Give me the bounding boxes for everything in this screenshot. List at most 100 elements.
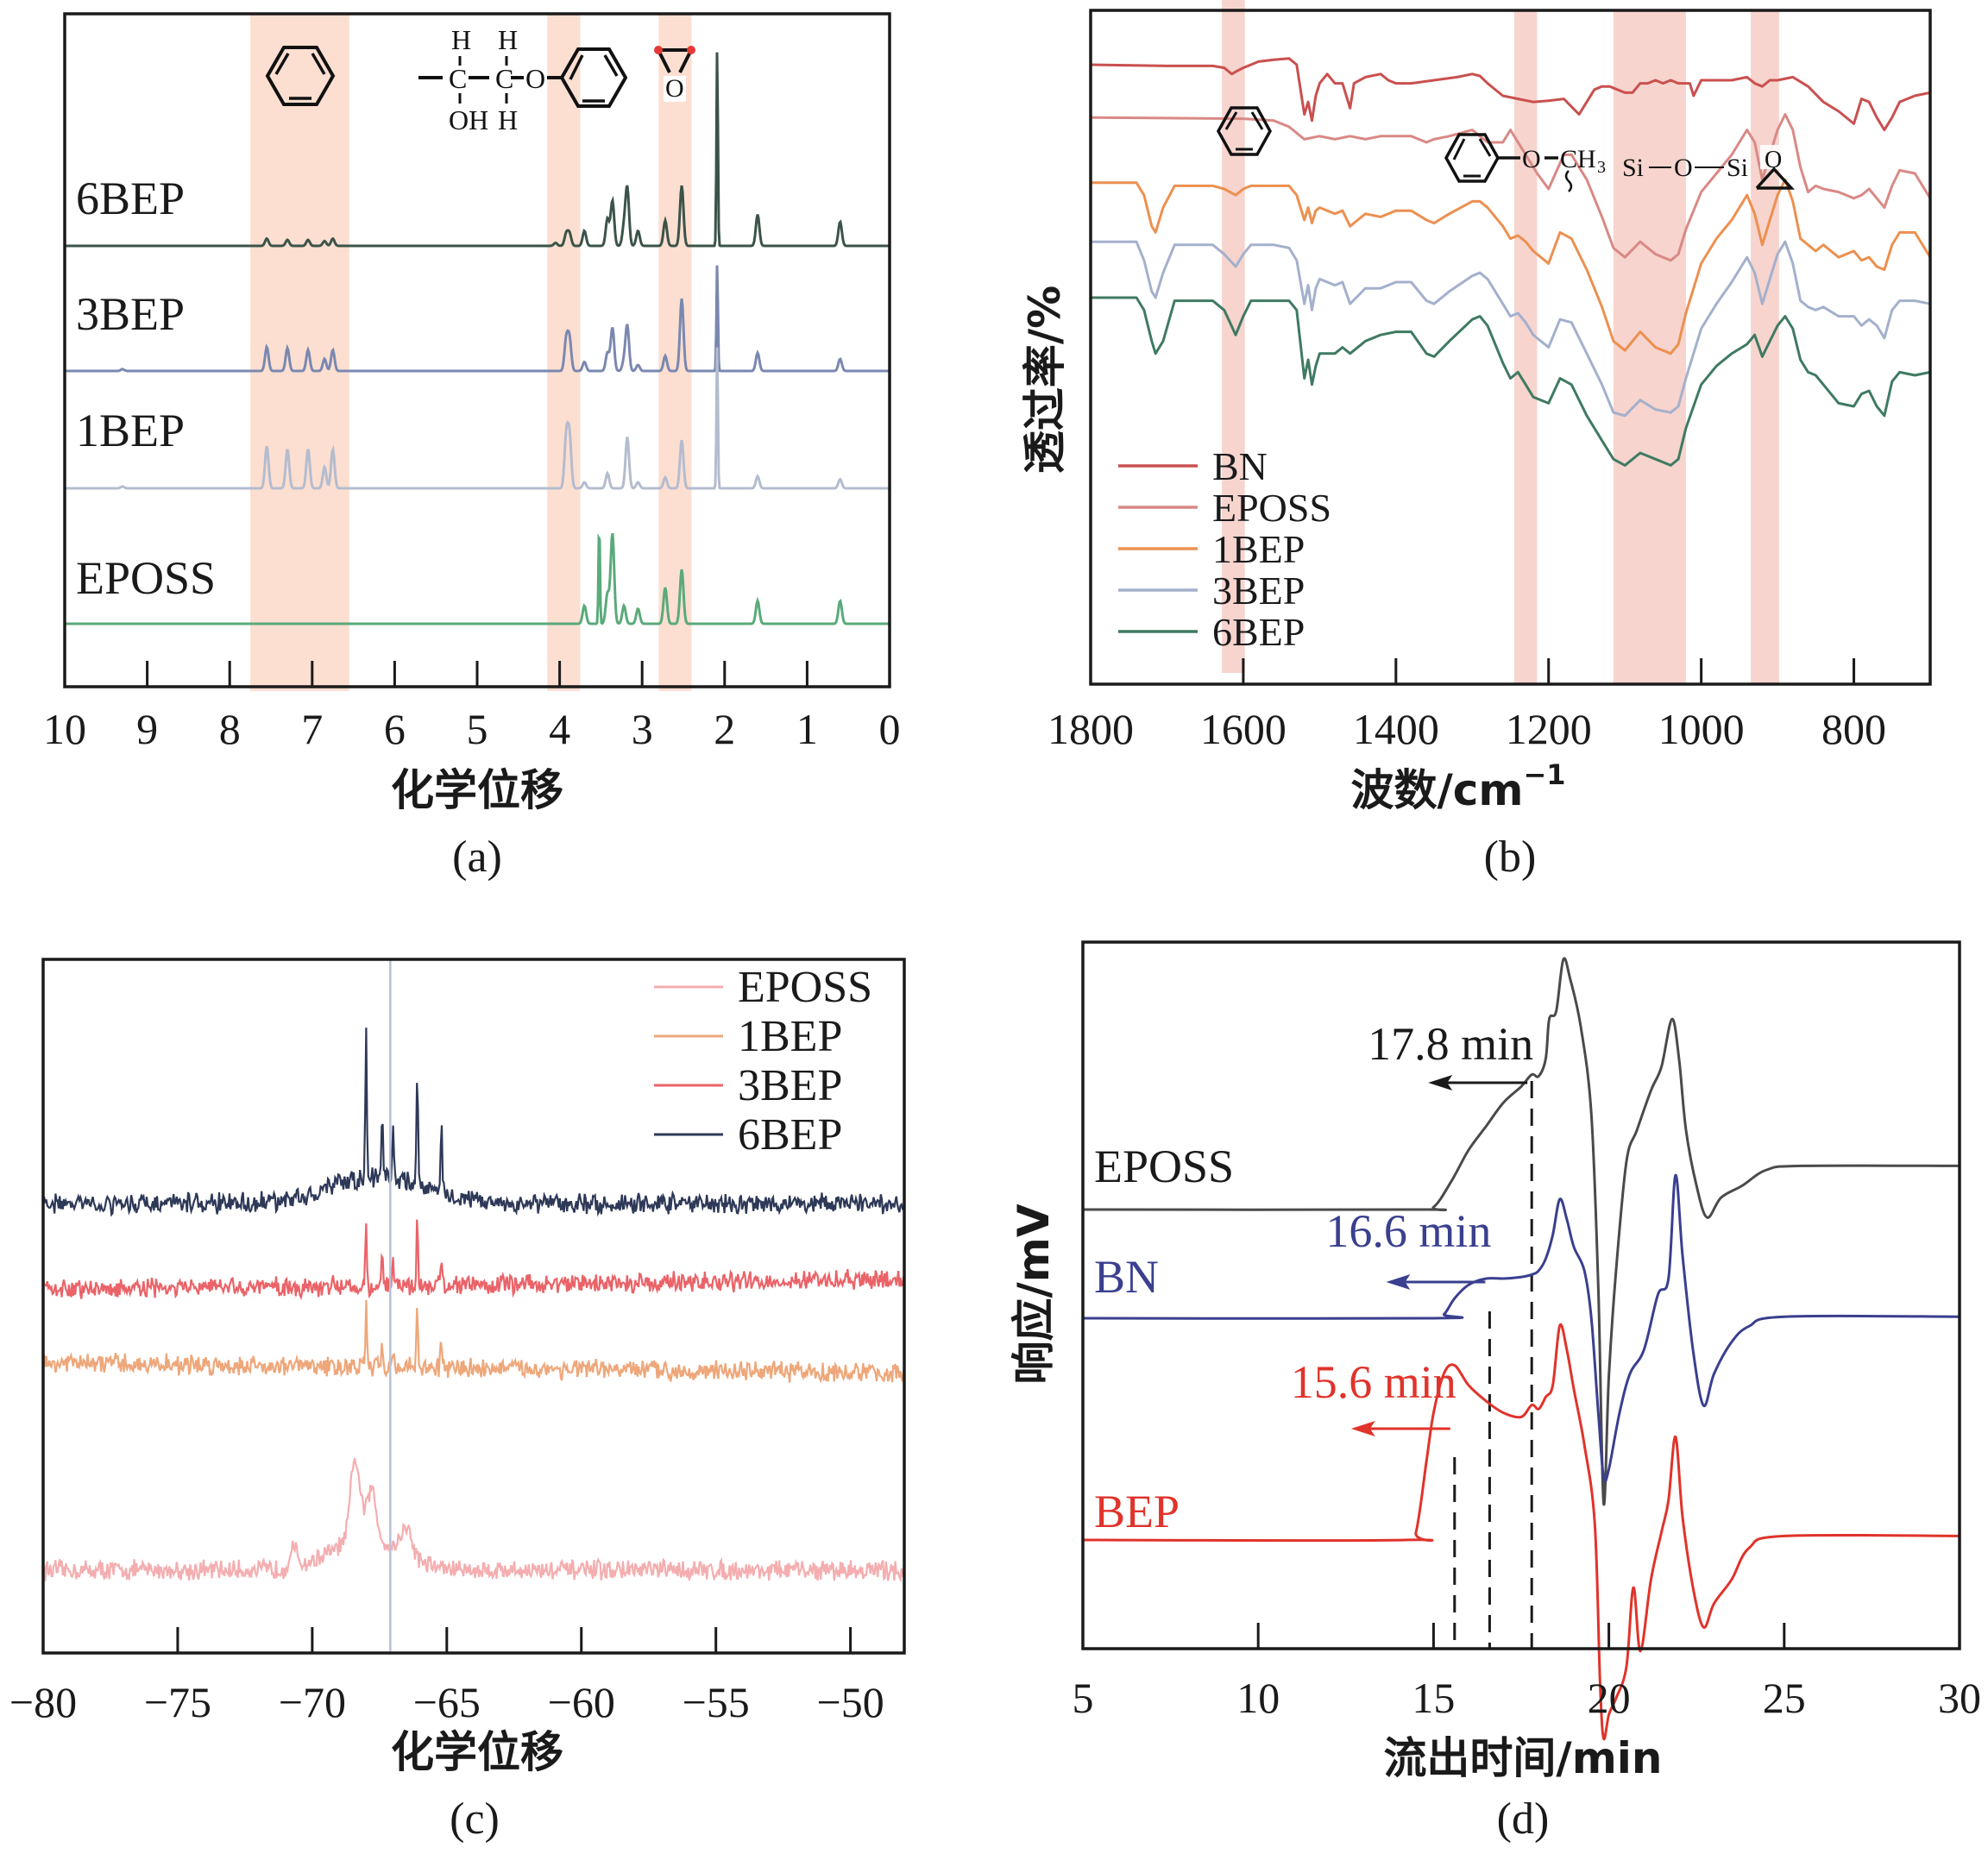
phenyl-ring-icon: [1444, 133, 1500, 183]
epoxide-structure-icon: O: [1755, 145, 1795, 190]
legend-label: 1BEP: [1212, 527, 1305, 571]
plot-frame: [1089, 9, 1932, 686]
series-line-3BEP: [41, 1219, 905, 1300]
x-tick-label: 1600: [1200, 705, 1287, 753]
series-label: EPOSS: [1094, 1141, 1234, 1192]
x-axis-title: 波数/cm−1: [1350, 758, 1565, 815]
series-line-1BEP: [1091, 178, 1932, 355]
x-tick-label: 25: [1763, 1674, 1806, 1722]
si-atom-2: Si: [1727, 154, 1748, 182]
x-axis: −80 −75 −70 −65 −60 −55 −50: [9, 1627, 884, 1726]
x-tick-label: −65: [413, 1678, 481, 1726]
x-tick-label: 8: [219, 705, 241, 753]
panel-a-nmr-h1: H H C C O OH H: [43, 12, 901, 882]
x-tick-label: 30: [1938, 1674, 1981, 1722]
series-line-6BEP: [41, 1028, 905, 1217]
series-label: BEP: [1094, 1486, 1180, 1537]
x-tick-label: 20: [1588, 1674, 1631, 1722]
glycol-ether-structure: H H C C O OH H: [418, 24, 628, 135]
annotation-label: 16.6 min: [1325, 1205, 1491, 1257]
x-tick-label: −55: [683, 1678, 750, 1726]
x-axis-title-superscript: −1: [1523, 758, 1565, 791]
o-atom: O: [525, 63, 545, 94]
x-tick-label: 1400: [1353, 705, 1439, 753]
x-tick-label: 10: [43, 705, 86, 753]
o-atom-2: O: [1674, 154, 1693, 182]
benzene-structure-icon: [265, 46, 336, 106]
panel-label: (d): [1497, 1794, 1550, 1844]
o-atom: O: [1522, 145, 1541, 173]
x-tick-label: 4: [549, 705, 570, 753]
h-atom-1: H: [451, 24, 471, 55]
x-tick-label: 3: [632, 705, 653, 753]
series-line-3BEP: [65, 265, 890, 373]
x-tick-label: −50: [817, 1678, 884, 1726]
series-line-EPOSS: [41, 1458, 905, 1583]
x-tick-label: 1800: [1047, 705, 1134, 753]
series-line-3BEP: [1091, 240, 1931, 418]
arrow-left-icon: [1386, 1274, 1411, 1290]
x-tick-label: 5: [467, 705, 488, 753]
annotation-label: 17.8 min: [1368, 1018, 1533, 1070]
series-line-6BEP: [65, 52, 890, 248]
series-line-1BEP: [41, 1299, 905, 1384]
series-label: 3BEP: [76, 288, 185, 340]
x-tick-label: 7: [301, 705, 323, 753]
h-atom-3: H: [498, 104, 518, 135]
legend-label: 1BEP: [738, 1012, 842, 1061]
arrow-left-icon: [1350, 1421, 1375, 1436]
series-label: 1BEP: [76, 405, 185, 456]
annotations: 17.8 min 16.6 min 15.6 min: [1291, 1018, 1533, 1436]
series-label: EPOSS: [76, 552, 216, 604]
x-tick-label: 1200: [1506, 705, 1592, 753]
x-axis-title-text: 波数/cm: [1350, 765, 1523, 815]
panel-label: (b): [1484, 833, 1537, 882]
highlight-band: [1751, 10, 1779, 684]
panel-d-gpc: EPOSS BN BEP 17.8 min 16.6 min 15.6 min 5 10 1…: [1009, 940, 1981, 1844]
series-group: [41, 1028, 905, 1583]
x-tick-label: 5: [1073, 1674, 1094, 1722]
x-tick-label: −70: [279, 1678, 346, 1726]
x-axis-title: 化学位移: [391, 765, 563, 815]
series-line-BN: [1082, 1173, 1960, 1483]
x-tick-label: 15: [1412, 1674, 1455, 1722]
x-tick-label: 10: [1236, 1674, 1280, 1722]
x-tick-label: 1: [796, 705, 818, 753]
annotation-label: 15.6 min: [1291, 1356, 1456, 1408]
series-group: 6BEP 3BEP 1BEP EPOSS: [65, 52, 890, 625]
x-tick-label: 800: [1821, 705, 1886, 753]
x-axis: 1800 1600 1400 1200 1000 800: [1047, 658, 1886, 753]
c-atom-1: C: [449, 63, 467, 94]
x-tick-label: −80: [9, 1678, 77, 1726]
c-atom-2: C: [495, 63, 513, 94]
highlight-band: [1513, 10, 1538, 684]
x-tick-label: −75: [144, 1678, 211, 1726]
series-group: [1090, 57, 1932, 467]
plot-frame: [41, 958, 906, 1655]
x-axis: 10 9 8 7 6 5 4 3 2 1 0: [43, 661, 901, 753]
si-atom-1: Si: [1622, 154, 1644, 182]
x-tick-label: 1000: [1658, 705, 1745, 753]
epoxide-o-atom: O: [665, 74, 684, 103]
series-line-1BEP: [65, 347, 890, 490]
series-label: BN: [1094, 1251, 1159, 1303]
legend-label: 3BEP: [738, 1061, 842, 1110]
highlight-bands: [1222, 0, 1779, 684]
x-tick-label: 6: [384, 705, 406, 753]
highlight-band: [1222, 0, 1245, 673]
series-line-BN: [1090, 57, 1931, 132]
legend-label: EPOSS: [1212, 486, 1331, 530]
dashed-guide-lines: [1453, 1081, 1533, 1649]
series-line-EPOSS: [1082, 957, 1960, 1506]
highlight-band: [658, 14, 692, 691]
highlight-band: [1613, 10, 1686, 684]
benzene-structure-icon: [1216, 106, 1273, 156]
h-atom-2: H: [498, 24, 518, 55]
phenoxy-siloxane-structure: O CH 3 Si O Si O: [1444, 133, 1795, 192]
x-tick-label: 0: [879, 705, 901, 753]
ch-group: CH: [1560, 145, 1596, 173]
